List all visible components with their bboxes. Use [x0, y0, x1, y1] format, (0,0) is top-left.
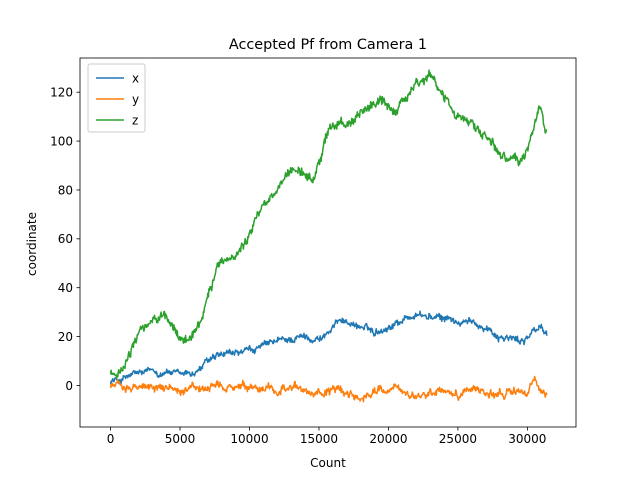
x-axis-label: Count: [310, 456, 346, 470]
plot-area: [79, 57, 577, 428]
x-tick-label: 30000: [508, 432, 546, 446]
chart-title: Accepted Pf from Camera 1: [229, 37, 427, 53]
y-tick-label: 60: [58, 232, 73, 246]
plot-frame: [79, 57, 577, 428]
plot-background: [80, 58, 576, 427]
x-tick-label: 20000: [369, 432, 407, 446]
series-line-y: [109, 375, 548, 403]
legend-label-x: x: [132, 71, 139, 85]
series-layer: [109, 69, 548, 403]
x-tick-label: 25000: [439, 432, 477, 446]
y-axis-label: coordinate: [25, 212, 39, 276]
y-tick-label: 40: [58, 281, 73, 295]
y-tick-label: 100: [50, 134, 73, 148]
series-line-x: [109, 310, 548, 385]
y-tick-label: 20: [58, 330, 73, 344]
x-tick-label: 10000: [230, 432, 268, 446]
y-tick-label: 0: [65, 379, 73, 393]
y-tick-label: 80: [58, 183, 73, 197]
legend: xyz: [87, 63, 146, 133]
legend-label-y: y: [132, 92, 139, 106]
x-tick-label: 0: [107, 432, 115, 446]
x-axis: 0 5000 10000 15000 20000 25000 30000: [107, 427, 546, 446]
y-tick-label: 120: [50, 86, 73, 100]
x-tick-label: 5000: [165, 432, 196, 446]
legend-label-z: z: [132, 113, 138, 127]
y-axis: 0 20 40 60 80 100 120: [50, 86, 80, 393]
legend-box: [87, 63, 146, 133]
x-tick-label: 15000: [300, 432, 338, 446]
series-line-z: [109, 69, 548, 380]
